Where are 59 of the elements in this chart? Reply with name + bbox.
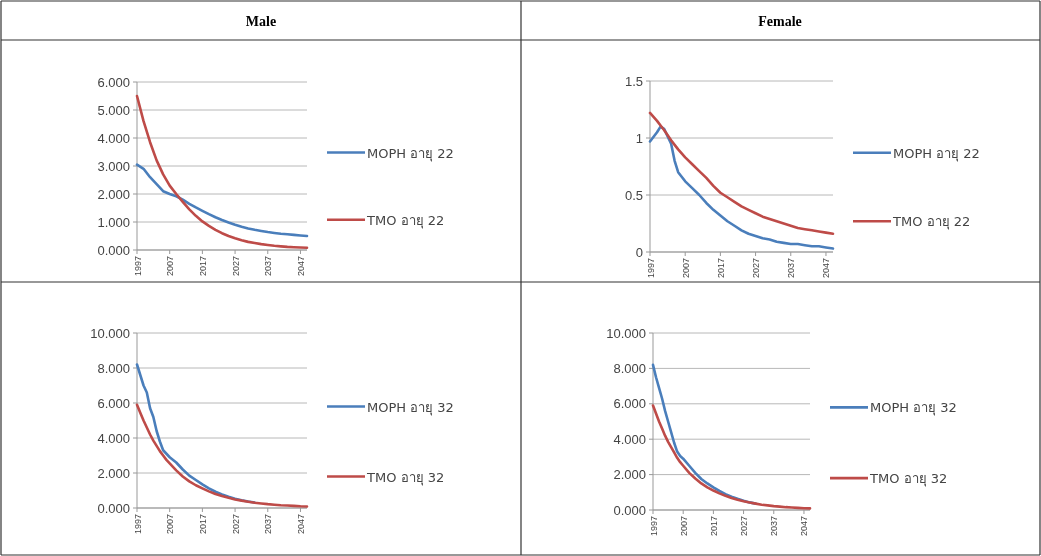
x-tick-label: 2017 — [715, 258, 726, 279]
y-tick-label: 2.000 — [97, 465, 130, 481]
x-tick-label: 2047 — [799, 516, 810, 537]
y-tick-label: 4.000 — [97, 130, 130, 146]
y-tick-label: 6.000 — [97, 74, 130, 90]
legend-label: TMO อายุ 32 — [366, 469, 445, 486]
x-tick-label: 2037 — [263, 514, 274, 535]
x-tick-label: 2047 — [295, 514, 306, 535]
legend-label: MOPH อายุ 22 — [893, 145, 980, 162]
x-tick-label: 2027 — [739, 516, 750, 537]
legend-label: TMO อายุ 22 — [892, 214, 971, 231]
y-tick-label: 0.000 — [97, 242, 130, 258]
y-tick-label: 8.000 — [613, 360, 646, 376]
x-tick-label: 1997 — [132, 256, 143, 277]
x-tick-label: 1997 — [645, 258, 656, 279]
y-tick-label: 1 — [635, 130, 643, 146]
y-tick-label: 0.000 — [613, 502, 646, 518]
y-tick-label: 0.000 — [97, 500, 130, 516]
y-tick-label: 6.000 — [613, 396, 646, 412]
x-tick-label: 2007 — [165, 256, 176, 277]
legend-label: TMO อายุ 22 — [366, 212, 445, 229]
y-tick-label: 4.000 — [613, 431, 646, 447]
x-tick-label: 2007 — [678, 516, 689, 537]
legend-label: TMO อายุ 32 — [869, 471, 948, 488]
x-tick-label: 2037 — [263, 256, 274, 277]
x-tick-label: 1997 — [648, 516, 659, 537]
y-tick-label: 0.5 — [624, 187, 643, 203]
y-tick-label: 0 — [635, 244, 643, 260]
x-tick-label: 1997 — [132, 514, 143, 535]
y-tick-label: 2.000 — [97, 186, 130, 202]
y-tick-label: 1.000 — [97, 214, 130, 230]
y-tick-label: 4.000 — [97, 430, 130, 446]
y-tick-label: 10.000 — [606, 325, 646, 341]
x-tick-label: 2007 — [680, 258, 691, 279]
x-tick-label: 2017 — [197, 514, 208, 535]
x-tick-label: 2027 — [230, 514, 241, 535]
x-tick-label: 2047 — [295, 256, 306, 277]
x-tick-label: 2007 — [165, 514, 176, 535]
x-tick-label: 2027 — [751, 258, 762, 279]
x-tick-label: 2037 — [786, 258, 797, 279]
y-tick-label: 2.000 — [613, 467, 646, 483]
x-tick-label: 2037 — [769, 516, 780, 537]
x-tick-label: 2027 — [230, 256, 241, 277]
chart-title: Female — [758, 14, 802, 29]
y-tick-label: 1.5 — [624, 73, 643, 89]
y-tick-label: 8.000 — [97, 360, 130, 376]
x-tick-label: 2017 — [197, 256, 208, 277]
y-tick-label: 10.000 — [90, 325, 130, 341]
y-tick-label: 5.000 — [97, 102, 130, 118]
line-series — [135, 163, 309, 238]
x-tick-label: 2017 — [708, 516, 719, 537]
legend-label: MOPH อายุ 22 — [367, 145, 454, 162]
y-tick-label: 6.000 — [97, 395, 130, 411]
y-tick-label: 3.000 — [97, 158, 130, 174]
legend-label: MOPH อายุ 32 — [367, 399, 454, 416]
chart-title: Male — [245, 14, 277, 29]
legend-label: MOPH อายุ 32 — [870, 400, 957, 417]
x-tick-label: 2047 — [821, 258, 832, 279]
line-series — [648, 111, 835, 236]
